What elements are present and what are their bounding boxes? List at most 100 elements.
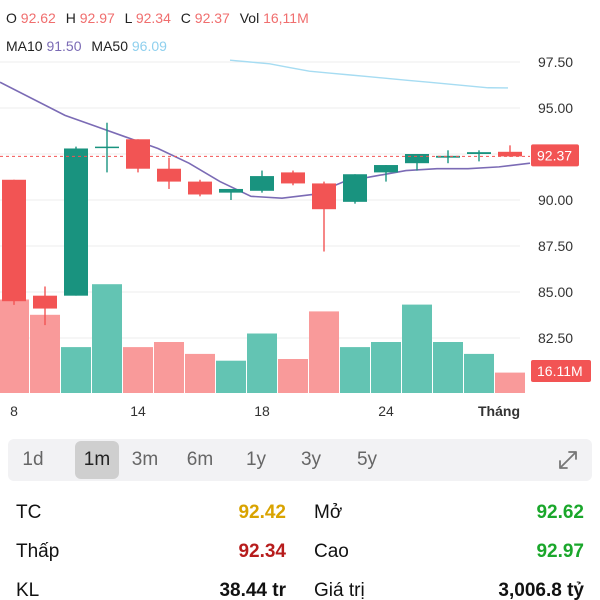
volume-bar [61, 347, 91, 393]
volume-bar [402, 304, 432, 393]
candle-body [343, 174, 367, 202]
tab-1m[interactable]: 1m [75, 441, 119, 479]
y-tick-label: 90.00 [538, 192, 573, 208]
candle-body [281, 172, 305, 184]
high-value: 92.97 [79, 10, 115, 26]
candle [498, 145, 522, 157]
candle [467, 150, 491, 162]
ma-readout: MA10 91.50 MA50 96.09 [6, 38, 167, 54]
ohlc-readout: O 92.62 H 92.97 L 92.34 C 92.37 Vol 16,1… [6, 10, 315, 26]
candle [2, 179, 26, 305]
y-tick-label: 82.50 [538, 330, 573, 346]
y-tick-label: 97.50 [538, 54, 573, 70]
thap-value: 92.34 [238, 541, 286, 562]
candle [436, 150, 460, 164]
candle-body [2, 179, 26, 302]
ma10-label: MA10 [6, 38, 43, 54]
volume-bar [495, 372, 525, 393]
candle-body [64, 148, 88, 296]
close-label: C [180, 10, 191, 26]
candle-body [157, 168, 181, 182]
volume-bar [154, 342, 184, 393]
candle [219, 188, 243, 200]
close-value: 92.37 [194, 10, 230, 26]
volume-bar [464, 353, 494, 393]
cao-value: 92.97 [536, 541, 584, 562]
open-label: O [6, 10, 17, 26]
candle [64, 146, 88, 296]
volume-bar [185, 353, 215, 393]
y-tick-label: 95.00 [538, 100, 573, 116]
candle [374, 165, 398, 182]
kl-label: KL [16, 580, 40, 600]
tc-value: 92.42 [238, 502, 286, 523]
volume-bar [278, 359, 308, 393]
volume-bar [30, 314, 60, 393]
candle-body [95, 146, 119, 149]
candle-body [312, 183, 336, 210]
tab-1y[interactable]: 1y [245, 449, 267, 470]
candle [33, 286, 57, 326]
last-price-tag [531, 144, 579, 167]
volume-bar [433, 342, 463, 393]
candle [312, 181, 336, 252]
volume-bar [0, 299, 29, 393]
ma10-value: 91.50 [46, 38, 82, 54]
x-tick-label: 24 [378, 403, 394, 419]
tab-1d[interactable]: 1d [22, 449, 44, 470]
candle [126, 139, 150, 173]
volume-bar [247, 333, 277, 393]
open-value: 92.62 [20, 10, 56, 26]
x-tick-label: 18 [254, 403, 270, 419]
last-volume-label: 16.11M [537, 363, 583, 379]
last-volume-tag [531, 360, 591, 382]
expand-arrows-icon[interactable] [556, 448, 580, 472]
price-chart[interactable]: 97.5095.0092.5090.0087.5085.0082.5092.37… [0, 0, 600, 425]
candle-body [188, 181, 212, 195]
candle-body [467, 152, 491, 154]
tc-label: TC [16, 502, 42, 523]
mo-value: 92.62 [536, 502, 584, 523]
ma50-label: MA50 [91, 38, 128, 54]
ma10-line [0, 81, 531, 199]
ma50-value: 96.09 [131, 38, 167, 54]
candle-body [33, 295, 57, 309]
volume-label: Vol [239, 10, 260, 26]
candle-body [436, 155, 460, 158]
tab-3y[interactable]: 3y [300, 449, 322, 470]
low-value: 92.34 [135, 10, 171, 26]
tab-3m[interactable]: 3m [131, 449, 159, 470]
candle [157, 157, 181, 189]
x-tick-label: 14 [130, 403, 146, 419]
volume-value: 16,11M [263, 10, 309, 26]
volume-bar [309, 311, 339, 393]
candle [343, 174, 367, 204]
x-tick-label: Tháng [478, 403, 520, 419]
gt-value: 3,006.8 tỷ [498, 580, 584, 600]
candle-body [498, 151, 522, 157]
candle-body [126, 139, 150, 169]
volume-bar [371, 342, 401, 393]
low-label: L [124, 10, 132, 26]
volume-bar [92, 284, 122, 393]
mo-label: Mở [314, 502, 343, 523]
candle-body [250, 176, 274, 191]
high-label: H [65, 10, 76, 26]
kl-value: 38.44 tr [219, 580, 286, 600]
period-tabs: 1d 1m 3m 6m 1y 3y 5y [8, 439, 592, 481]
gt-label: Giá trị [314, 580, 365, 600]
ma50-line [229, 59, 509, 89]
tab-6m[interactable]: 6m [186, 449, 214, 470]
x-tick-label: 8 [10, 403, 18, 419]
candle [188, 179, 212, 197]
volume-bar [340, 347, 370, 393]
y-tick-label: 87.50 [538, 238, 573, 254]
volume-bar [123, 347, 153, 393]
candle [95, 122, 119, 173]
tab-5y[interactable]: 5y [356, 449, 378, 470]
cao-label: Cao [314, 541, 349, 562]
candle-body [374, 165, 398, 173]
candle [281, 170, 305, 186]
candle [250, 170, 274, 193]
thap-label: Thấp [16, 541, 60, 562]
